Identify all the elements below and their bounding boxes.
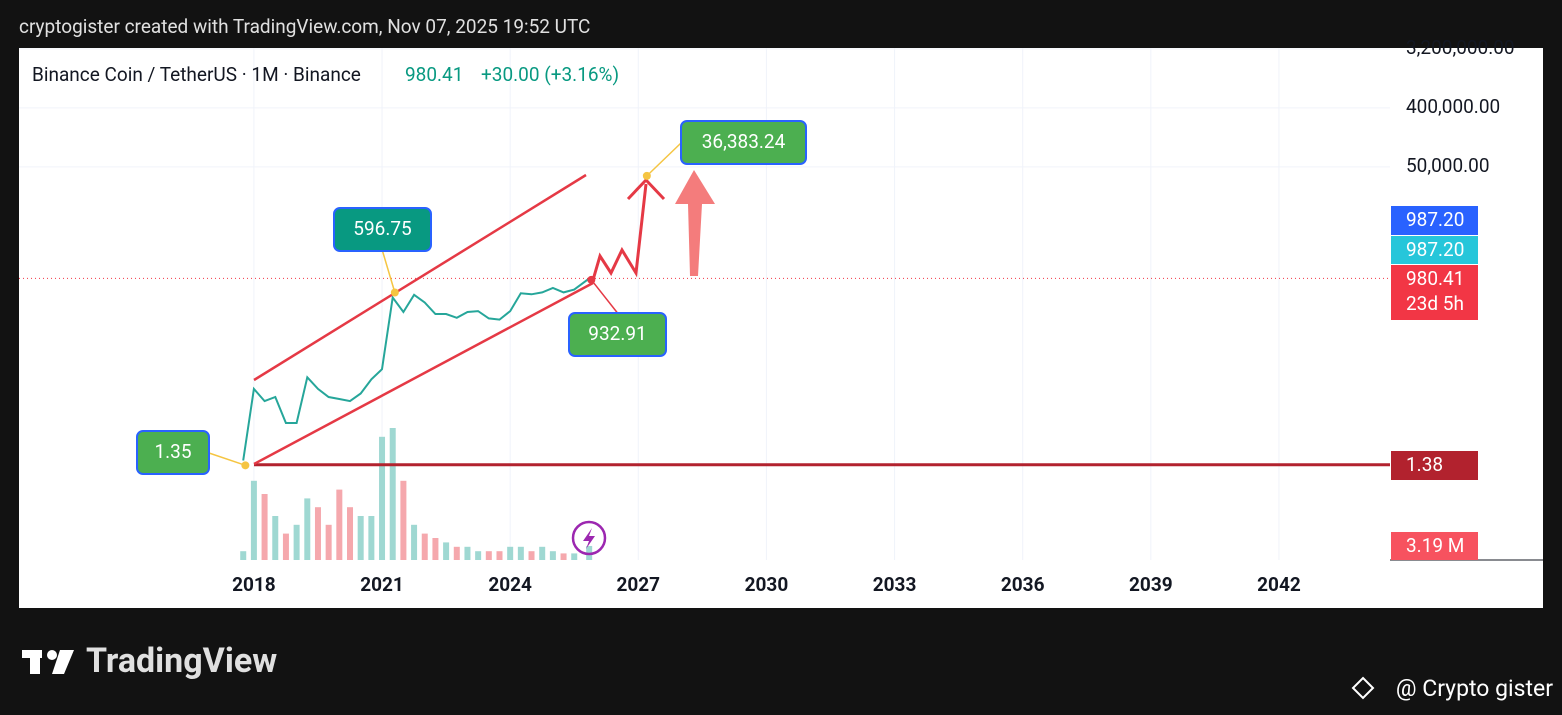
volume-bar — [453, 546, 460, 560]
volume-bar — [539, 546, 546, 560]
annotation-box — [568, 312, 667, 357]
price-tag — [1391, 532, 1478, 560]
price-tag-label: 1.38 — [1406, 453, 1443, 476]
price-tag-label: 980.41 — [1406, 267, 1464, 290]
volume-bar — [528, 551, 535, 560]
annotation-point — [241, 461, 250, 470]
volume-bar — [496, 551, 503, 560]
volume-bar — [389, 428, 396, 560]
annotation-leader — [381, 250, 396, 293]
x-tick-label: 2018 — [232, 573, 276, 596]
price-tag-countdown: 23d 5h — [1406, 292, 1464, 315]
volume-bar — [560, 553, 567, 560]
volume-bar — [325, 524, 332, 560]
volume-bar — [400, 480, 407, 560]
volume-bar — [432, 538, 439, 560]
volume-bar — [421, 533, 428, 560]
author-icon — [1351, 676, 1375, 700]
volume-bar — [571, 553, 578, 560]
volume-bar — [304, 498, 311, 560]
volume-bar — [272, 516, 279, 560]
annotation-box — [680, 120, 807, 165]
price-line — [242, 277, 590, 461]
y-tick-label: 400,000.00 — [1406, 95, 1500, 118]
volume-bar — [261, 494, 268, 560]
projection-arrowhead — [626, 177, 666, 201]
author: @ Crypto gister — [1396, 675, 1553, 702]
annotation-leader — [646, 142, 682, 177]
price-tag — [1391, 265, 1478, 320]
volume-bar — [411, 524, 418, 560]
event-bolt — [583, 528, 595, 549]
x-tick-label: 2027 — [616, 573, 660, 596]
volume-bar — [443, 542, 450, 560]
annotation-label: 932.91 — [588, 322, 646, 345]
x-tick-label: 2024 — [488, 573, 532, 596]
change: +30.00 (+3.16%) — [481, 63, 619, 86]
x-tick-label: 2042 — [1257, 573, 1301, 596]
up-arrow — [675, 170, 715, 276]
header: cryptogister created with TradingView.co… — [19, 15, 590, 38]
x-tick-label: 2039 — [1129, 573, 1173, 596]
volume-bar — [379, 436, 386, 560]
annotation-point — [642, 171, 651, 180]
symbol: Binance Coin / TetherUS · 1M · Binance — [32, 63, 361, 86]
volume-bar — [507, 546, 514, 560]
volume-bar — [475, 551, 482, 560]
projection-path — [591, 183, 648, 281]
y-tick-label: 50,000.00 — [1406, 154, 1490, 177]
logo-text: TradingView — [86, 641, 277, 681]
price-tag-label: 987.20 — [1406, 238, 1464, 261]
last-price: 980.41 — [405, 63, 463, 86]
annotation-label: 36,383.24 — [702, 130, 786, 153]
price-tag — [1391, 451, 1478, 480]
volume-bar — [314, 507, 321, 560]
annotation-leader — [208, 452, 246, 467]
annotation-box — [136, 430, 210, 475]
volume-bar — [336, 489, 343, 560]
x-tick-label: 2033 — [873, 573, 917, 596]
annotation-point — [390, 288, 399, 297]
channel-lower — [253, 281, 594, 466]
price-tag — [1391, 236, 1478, 264]
volume-bar — [368, 516, 375, 560]
logo — [22, 650, 74, 674]
volume-bar — [464, 546, 471, 560]
price-tag-label: 3.19 M — [1406, 534, 1464, 557]
y-tick-label: 3,200,000.00 — [1406, 36, 1515, 59]
volume-bar — [293, 524, 300, 560]
volume-bar — [549, 551, 556, 560]
volume-bar — [357, 516, 364, 560]
annotation-point — [587, 275, 596, 284]
x-tick-label: 2036 — [1001, 573, 1045, 596]
volume-bar — [347, 507, 354, 560]
annotation-label: 1.35 — [154, 440, 191, 463]
volume-bar — [240, 551, 247, 560]
channel-upper — [253, 173, 587, 382]
volume-bar — [485, 551, 492, 560]
x-tick-label: 2021 — [360, 573, 404, 596]
x-tick-label: 2030 — [745, 573, 789, 596]
annotation-box — [333, 207, 432, 252]
price-tag — [1391, 206, 1478, 235]
price-tag-label: 987.20 — [1406, 208, 1464, 231]
volume-bar — [250, 480, 257, 560]
volume-bar — [517, 546, 524, 560]
event-icon — [571, 520, 607, 556]
volume-bar — [282, 533, 289, 560]
annotation-leader — [590, 279, 619, 314]
annotation-label: 596.75 — [353, 217, 411, 240]
